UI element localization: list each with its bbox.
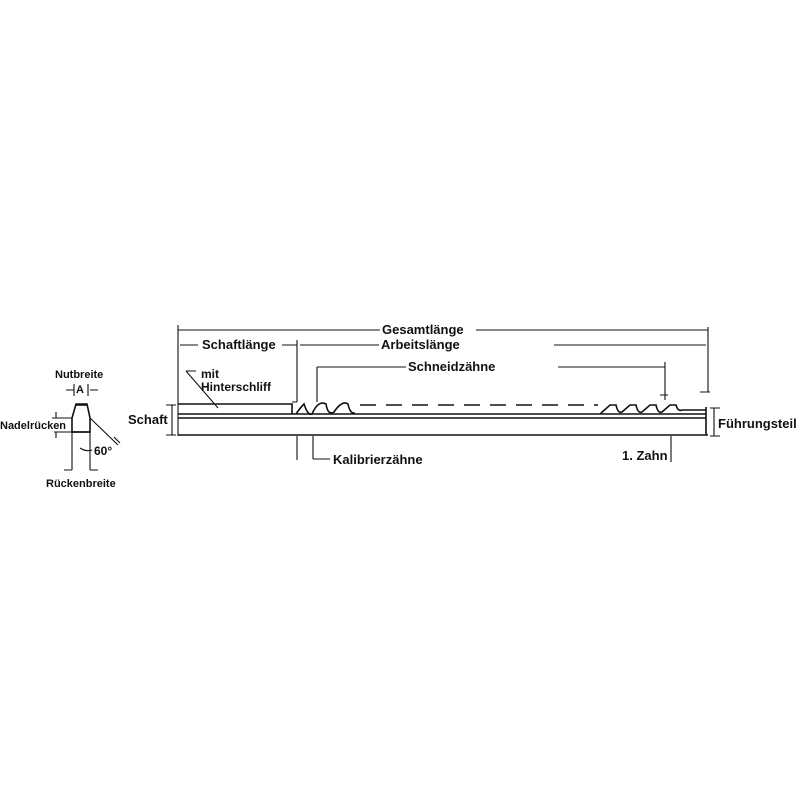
- label-fuehrungsteil: Führungsteil: [718, 416, 797, 431]
- label-arbeitslaenge: Arbeitslänge: [381, 337, 460, 352]
- cutting-teeth: [599, 404, 706, 415]
- label-rueckenbreite: Rückenbreite: [46, 478, 116, 490]
- broach-body: [178, 402, 708, 436]
- label-angle: 60°: [94, 444, 112, 458]
- label-schaft: Schaft: [128, 412, 168, 427]
- label-gesamtlaenge: Gesamtlänge: [382, 322, 464, 337]
- label-kalibrierzaehne: Kalibrierzähne: [333, 452, 423, 467]
- label-nadelruecken: Nadelrücken: [0, 420, 66, 432]
- label-schaftlaenge: Schaftlänge: [202, 337, 276, 352]
- calibration-teeth: [295, 402, 356, 416]
- label-erster-zahn: 1. Zahn: [622, 448, 668, 463]
- label-hinterschliff: Hinterschliff: [201, 380, 272, 394]
- label-a: A: [76, 384, 84, 396]
- dimensions: Gesamtlänge Schaftlänge Arbeitslänge Sch…: [128, 322, 797, 467]
- cross-section: Nutbreite A Nadelrücken 60° Rückenbreite: [0, 369, 121, 490]
- label-nutbreite: Nutbreite: [55, 369, 103, 381]
- label-schneidzaehne: Schneidzähne: [408, 359, 495, 374]
- label-mit: mit: [201, 367, 219, 381]
